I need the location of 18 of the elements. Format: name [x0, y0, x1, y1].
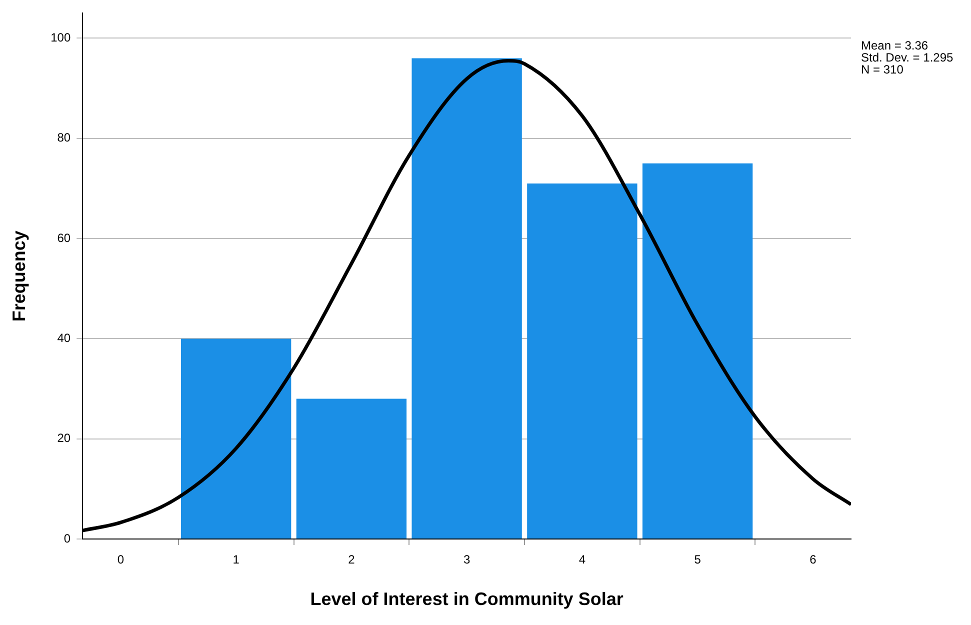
y-axis-title: Frequency: [8, 230, 29, 322]
y-tick-label: 80: [57, 130, 71, 145]
x-tick-label: 1: [232, 552, 240, 567]
text: Mean = 3.36: [861, 38, 928, 52]
x-tick-label: 0: [117, 552, 124, 567]
x-axis-title: Level of Interest in Community Solar: [310, 589, 624, 610]
y-tick-label: 100: [50, 30, 71, 45]
y-tick-label: 60: [57, 230, 71, 245]
x-tick-label: 5: [694, 552, 702, 567]
y-tick-label: 0: [64, 531, 71, 546]
y-tick-label: 20: [57, 431, 71, 446]
text: N = 310: [861, 62, 904, 76]
x-tick-label: 3: [463, 552, 470, 567]
x-tick-label: 4: [578, 552, 586, 567]
text: Std. Dev. = 1.295: [861, 50, 954, 64]
y-tick-label: 40: [57, 331, 71, 346]
x-tick-label: 6: [810, 552, 817, 567]
x-tick-label: 2: [348, 552, 356, 567]
